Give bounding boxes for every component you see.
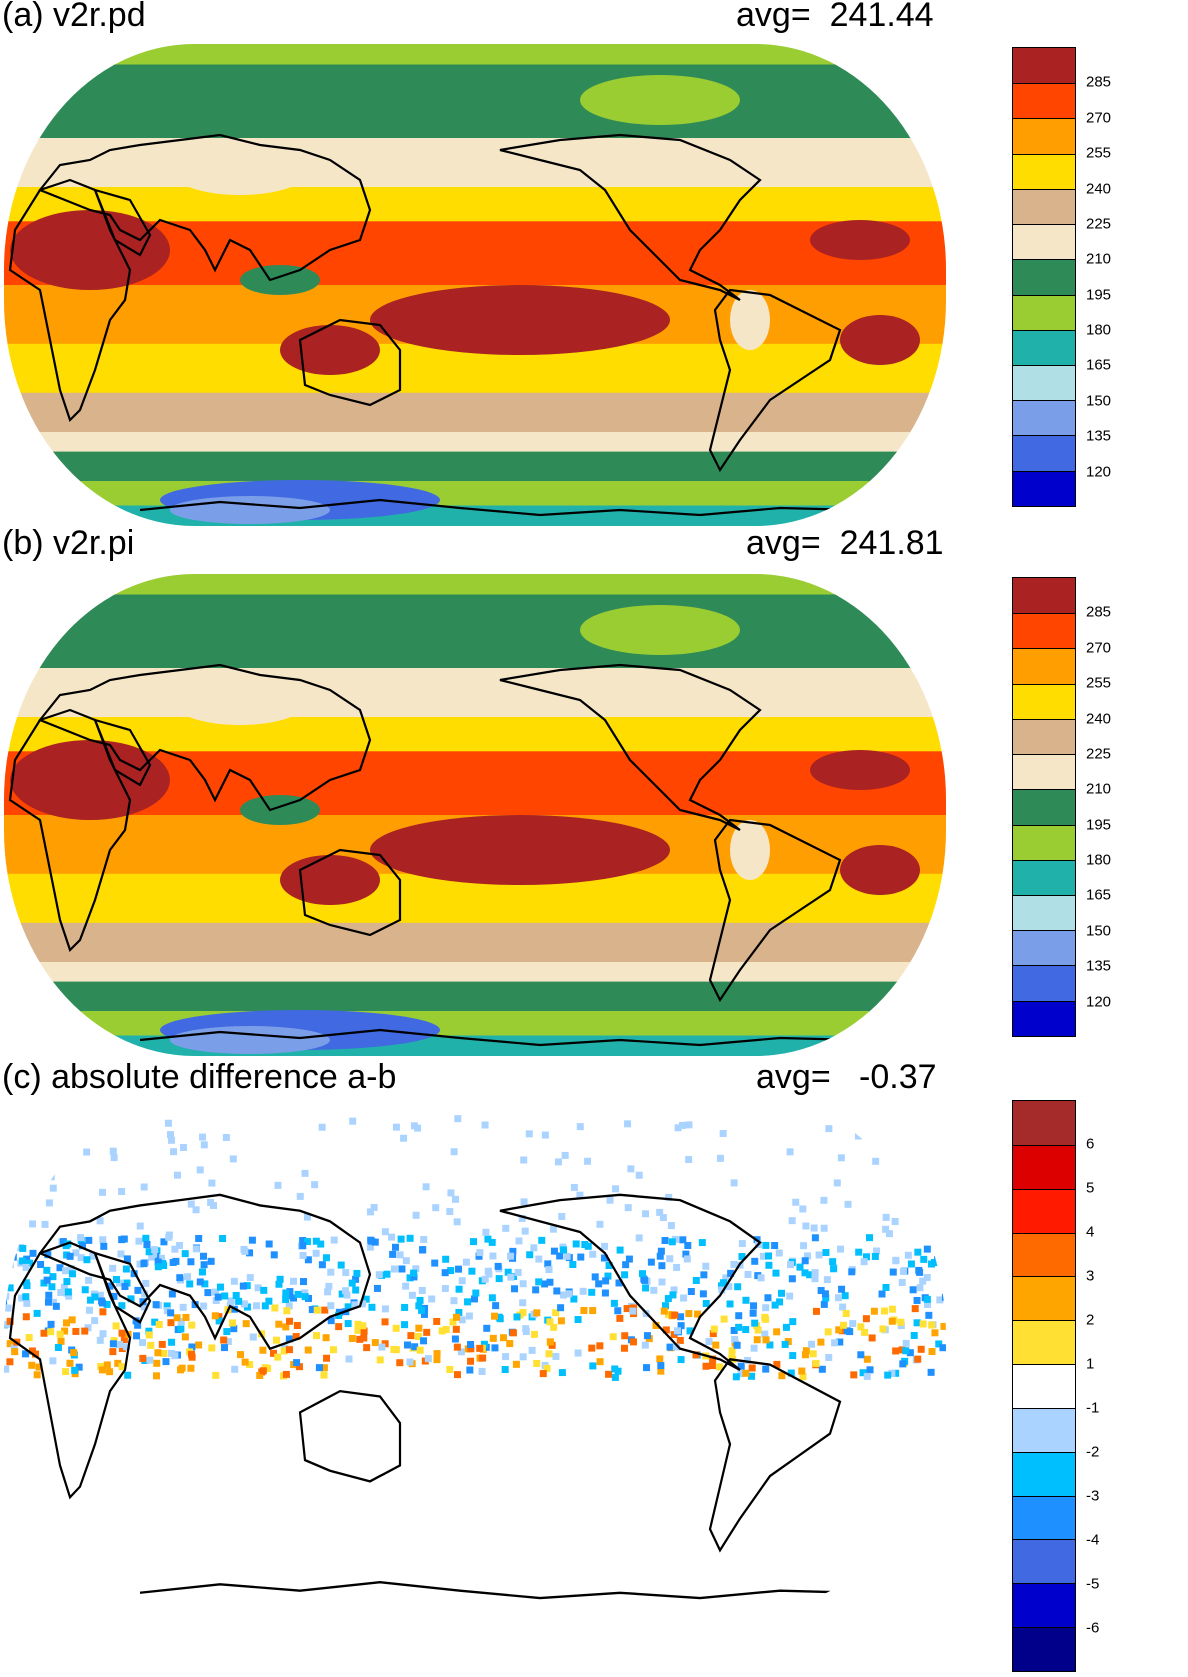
panel-title: (b) v2r.pi <box>2 524 135 562</box>
colorbar-tick-label: 135 <box>1086 957 1112 975</box>
colorbar-labels-b: 285 270 255 240 225 210 195 180 165 150 135 120 <box>1086 577 1146 1037</box>
avg-value: -0.37 <box>859 1058 937 1096</box>
colorbar-tick-label: 180 <box>1086 851 1112 869</box>
colorbar-swatch <box>1013 930 1075 966</box>
colorbar-tick-label: 240 <box>1086 180 1112 198</box>
colorbar-tick-label: -3 <box>1086 1487 1100 1505</box>
colorbar-tick-label: 270 <box>1086 109 1112 127</box>
colorbar-tick-label: 3 <box>1086 1267 1095 1285</box>
colorbar-swatch <box>1013 648 1075 684</box>
colorbar-tick-label: 150 <box>1086 922 1112 940</box>
colorbar-tick-label: 165 <box>1086 356 1112 374</box>
colorbar-swatch <box>1013 329 1075 365</box>
colorbar-tick-label: 255 <box>1086 144 1112 162</box>
colorbar-swatch <box>1013 578 1075 614</box>
panel-b: (b) v2r.pi avg= 241.81 285 270 255 240 225 21… <box>0 524 1188 1060</box>
colorbar-swatch <box>1013 1583 1075 1628</box>
panel-average: avg= -0.37 <box>756 1058 937 1097</box>
colorbar-tick-label: 6 <box>1086 1135 1095 1153</box>
avg-value: 241.81 <box>839 524 944 562</box>
colorbar-tick-label: 195 <box>1086 816 1112 834</box>
colorbar-swatch <box>1013 613 1075 649</box>
colorbar-swatch <box>1013 683 1075 719</box>
map-a <box>4 44 946 526</box>
panel-average: avg= 241.81 <box>746 524 944 563</box>
colorbar-labels-c: 6 5 4 3 2 1 -1 -2 -3 -4 -5 -6 <box>1086 1100 1146 1672</box>
colorbar-swatch <box>1013 754 1075 790</box>
colorbar-tick-label: -1 <box>1086 1399 1100 1417</box>
colorbar-swatch <box>1013 1407 1075 1452</box>
colorbar-swatch <box>1013 1144 1075 1189</box>
avg-label: avg= <box>756 1058 831 1096</box>
colorbar-swatch <box>1013 224 1075 260</box>
colorbar-tick-label: -5 <box>1086 1575 1100 1593</box>
colorbar-tick-label: 2 <box>1086 1311 1095 1329</box>
colorbar-tick-label: 225 <box>1086 215 1112 233</box>
colorbar-swatch <box>1013 718 1075 755</box>
map-c <box>4 1098 946 1610</box>
colorbar-tick-label: 285 <box>1086 73 1112 91</box>
avg-label: avg= <box>746 524 821 562</box>
colorbar-swatch <box>1013 118 1075 154</box>
panel-average: avg= 241.44 <box>736 0 934 35</box>
colorbar-swatch <box>1013 153 1075 189</box>
colorbar-swatch <box>1013 894 1075 931</box>
colorbar-tick-label: 285 <box>1086 603 1112 621</box>
colorbar-tick-label: 4 <box>1086 1223 1095 1241</box>
colorbar-tick-label: 195 <box>1086 286 1112 304</box>
colorbar-swatch <box>1013 1539 1075 1584</box>
colorbar-swatch <box>1013 1495 1075 1540</box>
colorbar-tick-label: 5 <box>1086 1179 1095 1197</box>
colorbar-tick-label: 150 <box>1086 392 1112 410</box>
colorbar-swatch <box>1013 1320 1075 1365</box>
colorbar-swatch <box>1013 1627 1075 1671</box>
map-b <box>4 574 946 1056</box>
colorbar-swatch <box>1013 470 1075 506</box>
colorbar-swatch <box>1013 435 1075 471</box>
colorbar-tick-label: 210 <box>1086 780 1112 798</box>
colorbar-swatch <box>1013 1101 1075 1145</box>
colorbar-tick-label: 135 <box>1086 427 1112 445</box>
colorbar-tick-label: 165 <box>1086 886 1112 904</box>
colorbar-tick-label: 210 <box>1086 250 1112 268</box>
colorbar-swatch <box>1013 1276 1075 1321</box>
panel-title: (c) absolute difference a-b <box>2 1058 397 1096</box>
colorbar-swatch <box>1013 789 1075 825</box>
colorbar-tick-label: 120 <box>1086 463 1112 481</box>
colorbar-swatch <box>1013 859 1075 895</box>
colorbar-swatch <box>1013 1364 1075 1408</box>
colorbar-swatch <box>1013 824 1075 860</box>
colorbar-a <box>1012 47 1076 507</box>
colorbar-swatch <box>1013 259 1075 295</box>
colorbar-swatch <box>1013 1000 1075 1036</box>
colorbar-swatch <box>1013 1232 1075 1277</box>
colorbar-b <box>1012 577 1076 1037</box>
panel-title: (a) v2r.pd <box>2 0 146 34</box>
colorbar-c <box>1012 1100 1076 1672</box>
colorbar-swatch <box>1013 83 1075 119</box>
colorbar-swatch <box>1013 188 1075 225</box>
colorbar-tick-label: 240 <box>1086 710 1112 728</box>
colorbar-swatch <box>1013 364 1075 401</box>
colorbar-tick-label: -4 <box>1086 1531 1100 1549</box>
panel-c: (c) absolute difference a-b avg= -0.37 6… <box>0 1058 1188 1674</box>
colorbar-swatch <box>1013 48 1075 84</box>
colorbar-tick-label: 120 <box>1086 993 1112 1011</box>
avg-label: avg= <box>736 0 811 34</box>
colorbar-swatch <box>1013 1451 1075 1496</box>
colorbar-tick-label: 270 <box>1086 639 1112 657</box>
colorbar-tick-label: 1 <box>1086 1355 1095 1373</box>
colorbar-tick-label: -6 <box>1086 1619 1100 1637</box>
avg-value: 241.44 <box>829 0 934 34</box>
colorbar-swatch <box>1013 400 1075 436</box>
colorbar-swatch <box>1013 294 1075 330</box>
colorbar-tick-label: 225 <box>1086 745 1112 763</box>
colorbar-tick-label: -2 <box>1086 1443 1100 1461</box>
panel-a: (a) v2r.pd avg= 241.44 285 270 255 240 225 21… <box>0 0 1188 530</box>
colorbar-swatch <box>1013 1188 1075 1233</box>
colorbar-labels-a: 285 270 255 240 225 210 195 180 165 150 135 120 <box>1086 47 1146 507</box>
colorbar-tick-label: 255 <box>1086 674 1112 692</box>
colorbar-tick-label: 180 <box>1086 321 1112 339</box>
colorbar-swatch <box>1013 965 1075 1001</box>
